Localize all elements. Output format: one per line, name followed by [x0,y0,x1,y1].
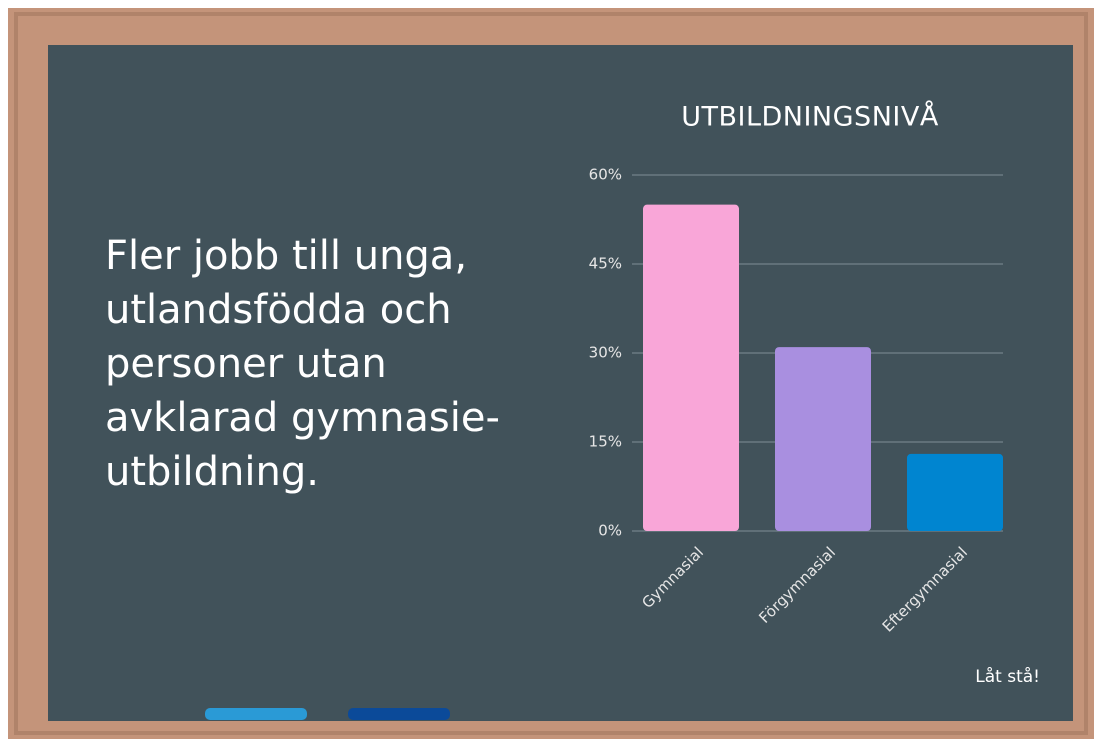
chalk-eraser [348,708,450,720]
y-tick-label: 60% [589,166,622,184]
bar [907,454,1003,531]
heading-line: avklarad gymnasie- [105,395,500,441]
y-tick-label: 45% [589,255,622,273]
heading-line: utbildning. [105,449,319,495]
y-tick-label: 0% [598,522,622,540]
heading-line: Fler jobb till unga, [105,233,467,279]
heading-line: utlandsfödda och [105,287,452,333]
bar [643,205,739,531]
chalkboard: UTBILDNINGSNIVÅ Låt stå! Fler jobb till … [0,0,1102,747]
y-tick-label: 15% [589,433,622,451]
heading-line: personer utan [105,341,387,387]
y-tick-label: 30% [589,344,622,362]
page: {"board": {"heading_lines": ["Fler jobb … [0,0,1102,747]
bar [775,347,871,531]
chalk-eraser [205,708,307,720]
note: Låt stå! [975,666,1040,687]
chart-title: UTBILDNINGSNIVÅ [681,101,939,133]
